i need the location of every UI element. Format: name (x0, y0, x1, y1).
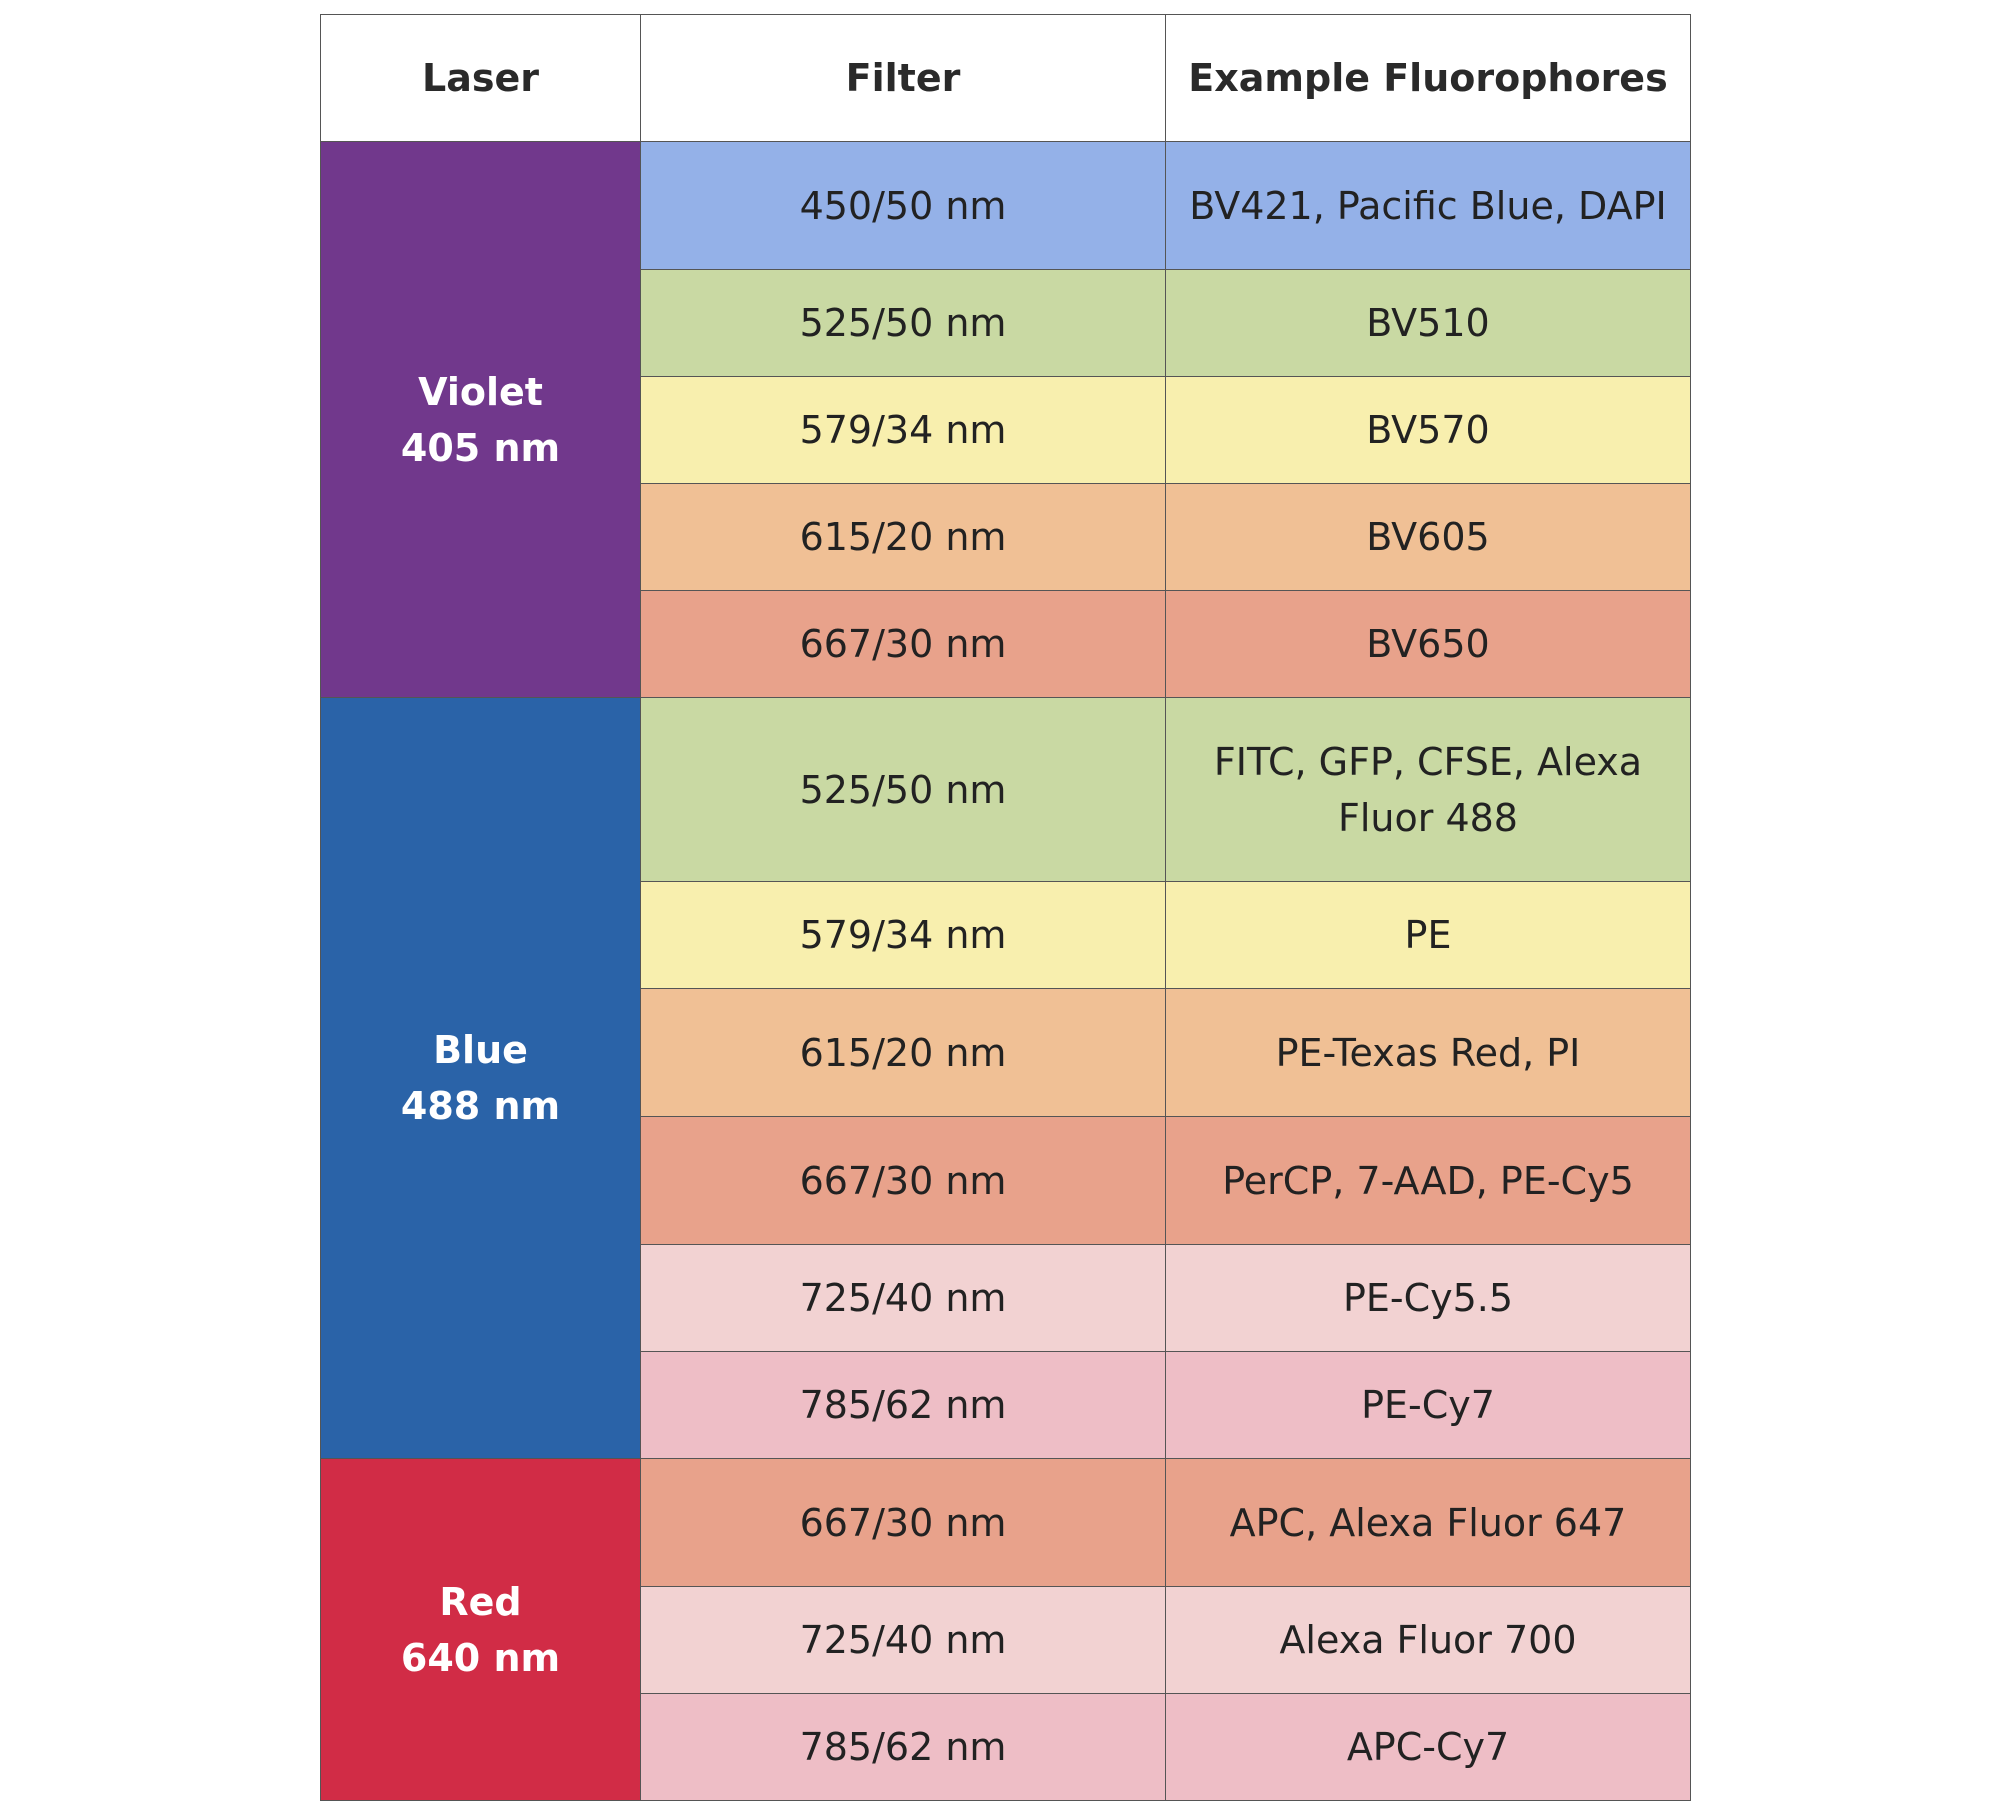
header-row: Laser Filter Example Fluorophores (320, 14, 1691, 142)
laser-wavelength: 405 nm (400, 425, 561, 470)
fluorophores-cell: BV421, Pacific Blue, DAPI (1165, 141, 1691, 270)
fluorophores-cell: BV570 (1165, 376, 1691, 484)
filter-cell: 615/20 nm (640, 483, 1166, 591)
table-row: 579/34 nm PE (321, 881, 1691, 989)
filter-cell: 525/50 nm (640, 697, 1166, 882)
fluorophores-cell: PE-Cy7 (1165, 1351, 1691, 1459)
filter-cell: 667/30 nm (640, 590, 1166, 698)
laser-wavelength: 640 nm (400, 1635, 561, 1680)
fluorophores-cell: BV650 (1165, 590, 1691, 698)
fluorophores-cell: BV605 (1165, 483, 1691, 591)
fluorophores-cell: PerCP, 7-AAD, PE-Cy5 (1165, 1116, 1691, 1245)
table-row: 615/20 nm PE-Texas Red, PI (321, 988, 1691, 1117)
laser-cell-blue: Blue 488 nm (320, 697, 641, 1459)
fluorophores-cell: FITC, GFP, CFSE, Alexa Fluor 488 (1165, 697, 1691, 882)
filter-cell: 725/40 nm (640, 1586, 1166, 1694)
header-filter: Filter (640, 14, 1166, 142)
header-fluorophores: Example Fluorophores (1165, 14, 1691, 142)
table-row: Blue 488 nm 525/50 nm FITC, GFP, CFSE, A… (320, 697, 1691, 1459)
filter-cell: 525/50 nm (640, 269, 1166, 377)
table-row: 579/34 nm BV570 (321, 376, 1691, 484)
fluorophores-cell: PE-Cy5.5 (1165, 1244, 1691, 1352)
fluorophores-cell: Alexa Fluor 700 (1165, 1586, 1691, 1694)
fluorophores-cell: PE-Texas Red, PI (1165, 988, 1691, 1117)
table-body: Violet 405 nm 450/50 nm BV421, Pacific B… (320, 141, 1691, 1801)
table-row: Red 640 nm 667/30 nm APC, Alexa Fluor 64… (320, 1458, 1691, 1801)
laser-filter-table: Laser Filter Example Fluorophores Violet… (320, 14, 1691, 1801)
fluorophores-cell: APC, Alexa Fluor 647 (1165, 1458, 1691, 1587)
filter-cell: 579/34 nm (640, 881, 1166, 989)
table-row: 667/30 nm BV650 (321, 590, 1691, 698)
laser-name: Blue (433, 1028, 528, 1072)
filter-cell: 579/34 nm (640, 376, 1166, 484)
laser-name: Violet (418, 369, 543, 414)
filter-cell: 785/62 nm (640, 1693, 1166, 1801)
laser-wavelength: 488 nm (400, 1084, 561, 1128)
table-row: Violet 405 nm 450/50 nm BV421, Pacific B… (320, 141, 1691, 698)
fluorophores-cell: APC-Cy7 (1165, 1693, 1691, 1801)
fluorophores-cell: BV510 (1165, 269, 1691, 377)
filter-cell: 450/50 nm (640, 141, 1166, 270)
table-row: 785/62 nm PE-Cy7 (321, 1351, 1691, 1459)
table-row: 667/30 nm PerCP, 7-AAD, PE-Cy5 (321, 1116, 1691, 1245)
laser-cell-red: Red 640 nm (320, 1458, 641, 1801)
table-row: 615/20 nm BV605 (321, 483, 1691, 591)
table-row: 785/62 nm APC-Cy7 (321, 1693, 1691, 1801)
header-laser: Laser (320, 14, 641, 142)
laser-cell-violet: Violet 405 nm (320, 141, 641, 698)
filter-cell: 725/40 nm (640, 1244, 1166, 1352)
table-row: 525/50 nm BV510 (321, 269, 1691, 377)
filter-cell: 667/30 nm (640, 1458, 1166, 1587)
filter-cell: 667/30 nm (640, 1116, 1166, 1245)
filter-cell: 785/62 nm (640, 1351, 1166, 1459)
table-row: 725/40 nm Alexa Fluor 700 (321, 1586, 1691, 1694)
fluorophores-cell: PE (1165, 881, 1691, 989)
laser-name: Red (439, 1579, 522, 1624)
filter-cell: 615/20 nm (640, 988, 1166, 1117)
